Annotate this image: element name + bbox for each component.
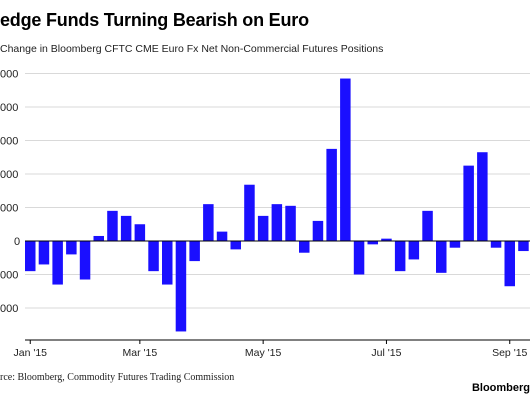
bar — [216, 231, 228, 241]
bar — [436, 241, 447, 273]
x-tick-label: Jan '15 — [13, 347, 47, 359]
bar — [490, 241, 502, 248]
bar — [175, 241, 187, 332]
x-tick-label: Sep '15 — [492, 347, 527, 359]
bar — [257, 215, 269, 242]
bar — [285, 205, 296, 241]
bar — [367, 241, 378, 245]
bar — [148, 241, 159, 272]
source-note: rce: Bloomberg, Commodity Futures Tradin… — [0, 372, 235, 383]
bar — [52, 241, 63, 285]
y-tick-label: 000 — [0, 102, 18, 114]
x-tick-label: May '15 — [245, 347, 282, 359]
bar — [381, 238, 392, 242]
y-tick-label: 000 — [0, 303, 18, 315]
bar — [353, 241, 365, 275]
bloomberg-logo: Bloomberg — [471, 382, 530, 394]
y-tick-label: 000 — [0, 169, 18, 181]
bar — [244, 184, 255, 241]
bar — [189, 241, 200, 262]
chart-title: edge Funds Turning Bearish on Euro — [0, 10, 309, 30]
bar — [203, 204, 214, 241]
bar — [25, 241, 36, 272]
bar — [477, 152, 488, 241]
y-tick-label: 000 — [0, 136, 18, 148]
bar — [107, 210, 118, 241]
bar — [408, 241, 420, 260]
y-tick-label: 000 — [0, 69, 18, 81]
bar — [518, 241, 529, 252]
bar — [79, 241, 91, 280]
bar — [299, 241, 310, 253]
bar — [449, 241, 461, 248]
y-tick-label: 000 — [0, 270, 18, 282]
bar — [230, 241, 241, 250]
bar — [271, 204, 283, 241]
bar — [134, 224, 146, 241]
y-tick-label: 0 — [14, 236, 20, 248]
x-tick-label: Mar '15 — [123, 347, 158, 359]
bar — [394, 241, 406, 272]
bar — [326, 148, 337, 242]
bar — [504, 241, 515, 287]
bar — [312, 220, 324, 241]
bar — [66, 241, 77, 255]
bar — [38, 241, 50, 265]
x-tick-label: Jul '15 — [371, 347, 401, 359]
bar — [422, 210, 433, 241]
bar — [93, 235, 104, 241]
bar — [463, 165, 474, 242]
bar — [340, 78, 351, 241]
bar — [162, 241, 173, 285]
bar — [120, 215, 132, 242]
chart-subtitle: Change in Bloomberg CFTC CME Euro Fx Net… — [0, 43, 384, 55]
y-tick-label: 000 — [0, 203, 18, 215]
